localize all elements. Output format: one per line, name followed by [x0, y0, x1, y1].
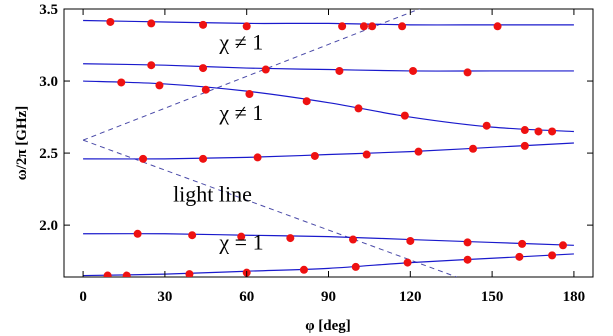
light-line: [82, 139, 457, 277]
fit-curve: [83, 19, 574, 26]
fit-curves: [83, 19, 574, 277]
data-points: [103, 17, 568, 277]
data-point: [302, 97, 311, 106]
data-point: [482, 121, 491, 130]
data-point: [359, 22, 368, 31]
data-point: [242, 22, 251, 31]
data-point: [520, 141, 529, 150]
x-tick-label: 120: [399, 289, 422, 305]
annotation: light line: [173, 181, 252, 206]
fit-curve: [83, 233, 574, 246]
data-point: [139, 154, 148, 163]
data-point: [515, 252, 524, 261]
data-point: [106, 17, 115, 26]
annotations: χ ≠ 1 χ ≠ 1 light line χ = 1: [173, 29, 264, 254]
x-tick-label: 60: [239, 289, 254, 305]
data-point: [469, 144, 478, 153]
data-point: [409, 66, 418, 75]
data-point: [493, 22, 502, 31]
data-point: [534, 127, 543, 136]
data-point: [310, 151, 319, 160]
data-point: [463, 255, 472, 264]
data-point: [122, 271, 131, 277]
data-point: [188, 231, 197, 240]
data-point: [414, 147, 423, 156]
fit-curve: [83, 63, 574, 72]
data-point: [548, 127, 557, 136]
data-point: [245, 90, 254, 99]
data-point: [351, 262, 360, 271]
y-axis-label: ω/2π [GHz]: [14, 106, 30, 181]
annotation: χ ≠ 1: [218, 29, 263, 54]
data-point: [349, 235, 358, 244]
x-tick-label: 180: [563, 289, 586, 305]
y-tick-label: 2.5: [39, 146, 58, 162]
data-point: [147, 19, 156, 28]
y-tick-label: 3.5: [39, 2, 58, 18]
data-point: [335, 66, 344, 75]
data-point: [286, 234, 295, 243]
data-point: [201, 85, 210, 94]
x-tick-label: 30: [157, 289, 172, 305]
fit-curve: [83, 80, 574, 133]
data-point: [261, 65, 270, 74]
data-point: [463, 238, 472, 247]
data-point: [133, 229, 142, 238]
data-point: [199, 154, 208, 163]
y-tick-label: 2.0: [39, 218, 58, 234]
data-point: [403, 258, 412, 267]
data-point: [147, 61, 156, 70]
data-point: [155, 81, 164, 90]
data-point: [362, 150, 371, 159]
data-point: [253, 153, 262, 162]
annotation: χ = 1: [218, 230, 263, 255]
data-point: [185, 270, 194, 277]
x-axis-label: φ [deg]: [305, 318, 351, 334]
data-point: [103, 271, 112, 277]
data-point: [463, 68, 472, 77]
data-point: [406, 236, 415, 245]
data-point: [520, 126, 529, 135]
x-tick-label: 90: [321, 289, 336, 305]
data-point: [398, 22, 407, 31]
x-tick-label: 0: [79, 289, 87, 305]
data-point: [518, 239, 527, 248]
data-point: [117, 78, 126, 87]
data-point: [199, 64, 208, 73]
x-tick-label: 150: [481, 289, 504, 305]
data-point: [237, 232, 246, 241]
data-point: [299, 265, 308, 274]
data-point: [338, 22, 347, 31]
fit-curve: [83, 142, 574, 160]
data-point: [548, 251, 557, 260]
y-tick-label: 3.0: [39, 74, 58, 90]
data-point: [559, 241, 568, 250]
data-point: [400, 111, 409, 120]
data-point: [368, 22, 377, 31]
data-point: [354, 104, 363, 113]
axis-ticks: 0 30 60 90 120 150 180 2.0 2.5 3.0 3.5: [39, 2, 593, 305]
data-point: [199, 20, 208, 29]
annotation: χ ≠ 1: [218, 100, 263, 125]
